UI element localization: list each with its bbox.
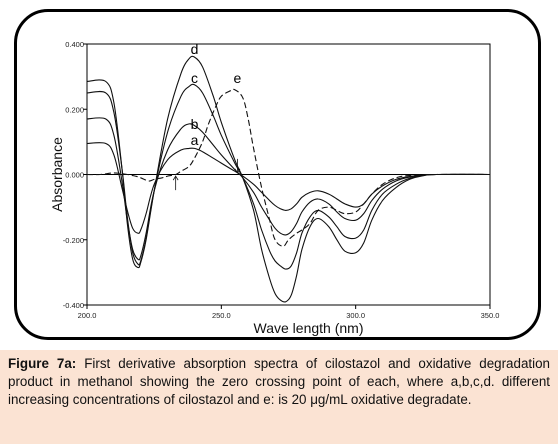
y-axis-label: Absorbance: [49, 137, 65, 212]
x-tick-label: 350.0: [481, 311, 500, 320]
caption-figure-label: Figure 7a:: [8, 356, 77, 371]
series-line-a: [86, 142, 491, 234]
y-tick-label: -0.400: [63, 301, 84, 310]
series-label-a: a: [191, 132, 199, 148]
y-tick-label: 0.000: [65, 171, 84, 180]
arrow-up-head-icon: [172, 175, 179, 181]
series-line-e: [86, 88, 491, 247]
series-label-e: e: [234, 70, 242, 86]
series-line-c: [86, 83, 491, 270]
arrow-down-head-icon: [234, 168, 241, 174]
caption-text: First derivative absorption spectra of c…: [8, 356, 550, 407]
series-label-c: c: [191, 70, 198, 86]
series-line-b: [86, 117, 491, 261]
x-tick-label: 200.0: [78, 311, 97, 320]
x-axis-label: Wave length (nm): [254, 320, 364, 336]
plot-labels: ab cd e: [172, 41, 242, 191]
x-tick-label: 250.0: [212, 311, 231, 320]
series-line-d: [86, 55, 491, 303]
series-label-b: b: [191, 116, 199, 132]
x-tick-label: 300.0: [346, 311, 365, 320]
figure-caption: Figure 7a: First derivative absorption s…: [0, 350, 558, 444]
y-tick-label: -0.200: [63, 236, 84, 245]
y-tick-label: 0.400: [65, 40, 84, 49]
series-label-d: d: [191, 41, 199, 57]
y-tick-label: 0.200: [65, 105, 84, 114]
plot-series: [86, 55, 491, 303]
